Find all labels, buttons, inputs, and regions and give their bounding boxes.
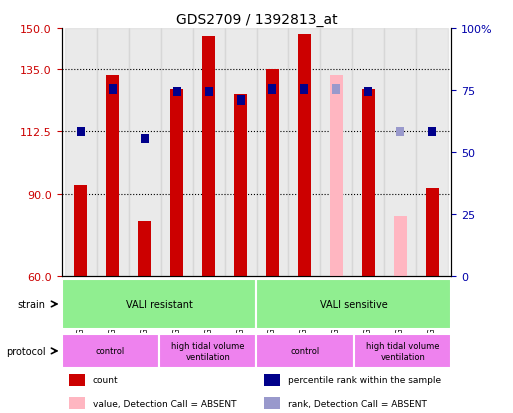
Text: high tidal volume
ventilation: high tidal volume ventilation xyxy=(366,342,440,361)
Bar xyxy=(129,29,161,277)
Bar xyxy=(77,127,85,137)
Bar xyxy=(394,216,407,277)
FancyBboxPatch shape xyxy=(256,280,451,329)
Bar xyxy=(264,374,280,386)
Text: VALI sensitive: VALI sensitive xyxy=(320,299,388,309)
Bar xyxy=(172,88,181,97)
Bar xyxy=(266,70,279,277)
FancyBboxPatch shape xyxy=(62,280,256,329)
FancyBboxPatch shape xyxy=(159,334,256,368)
Bar xyxy=(426,189,439,277)
Text: VALI resistant: VALI resistant xyxy=(126,299,192,309)
Bar xyxy=(364,88,372,97)
Bar xyxy=(74,186,87,277)
Bar xyxy=(161,29,192,277)
Bar xyxy=(332,85,341,94)
Text: control: control xyxy=(290,347,320,356)
Bar xyxy=(362,90,374,277)
Text: strain: strain xyxy=(17,299,45,309)
Bar xyxy=(139,222,151,277)
Bar xyxy=(170,90,183,277)
Title: GDS2709 / 1392813_at: GDS2709 / 1392813_at xyxy=(175,12,338,26)
Text: protocol: protocol xyxy=(6,346,45,356)
Text: high tidal volume
ventilation: high tidal volume ventilation xyxy=(171,342,245,361)
Bar xyxy=(192,29,225,277)
Bar xyxy=(428,127,436,137)
Bar xyxy=(205,88,212,97)
Bar xyxy=(106,76,119,277)
Bar xyxy=(321,29,352,277)
Bar xyxy=(397,127,404,137)
Bar xyxy=(225,29,256,277)
Bar xyxy=(301,85,308,94)
Bar xyxy=(236,96,245,105)
Text: value, Detection Call = ABSENT: value, Detection Call = ABSENT xyxy=(93,399,236,408)
Bar xyxy=(384,29,416,277)
Bar xyxy=(65,29,97,277)
Bar xyxy=(298,34,311,277)
Bar xyxy=(264,397,280,409)
FancyBboxPatch shape xyxy=(62,334,159,368)
Bar xyxy=(202,37,215,277)
Bar xyxy=(234,95,247,277)
Text: rank, Detection Call = ABSENT: rank, Detection Call = ABSENT xyxy=(288,399,427,408)
FancyBboxPatch shape xyxy=(354,334,451,368)
Text: count: count xyxy=(93,375,119,385)
Bar xyxy=(97,29,129,277)
Bar xyxy=(69,374,85,386)
Bar xyxy=(256,29,288,277)
FancyBboxPatch shape xyxy=(256,334,354,368)
Bar xyxy=(141,134,149,144)
Bar xyxy=(330,76,343,277)
Bar xyxy=(69,397,85,409)
Bar xyxy=(288,29,321,277)
Text: percentile rank within the sample: percentile rank within the sample xyxy=(288,375,441,385)
Bar xyxy=(416,29,448,277)
Bar xyxy=(268,85,277,94)
Bar xyxy=(109,85,116,94)
Bar xyxy=(352,29,384,277)
Text: control: control xyxy=(95,347,125,356)
